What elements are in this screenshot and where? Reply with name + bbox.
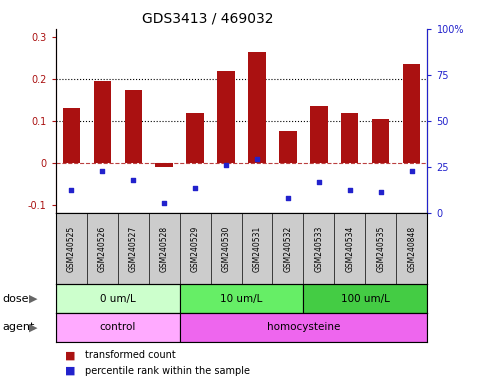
Text: GSM240528: GSM240528	[159, 225, 169, 272]
Text: GSM240527: GSM240527	[128, 225, 138, 272]
Bar	[303, 284, 427, 313]
Point	[129, 177, 137, 183]
Text: GSM240532: GSM240532	[284, 225, 293, 272]
Point	[315, 179, 323, 185]
Bar	[56, 284, 180, 313]
Bar	[372, 119, 389, 163]
Text: ■: ■	[65, 350, 76, 360]
Text: agent: agent	[2, 322, 35, 333]
Text: GSM240848: GSM240848	[408, 225, 416, 272]
Point	[222, 162, 230, 168]
Text: GSM240535: GSM240535	[376, 225, 385, 272]
Text: GSM240525: GSM240525	[67, 225, 75, 272]
Text: 0 um/L: 0 um/L	[99, 293, 135, 304]
Text: GSM240531: GSM240531	[253, 225, 261, 272]
Text: ▶: ▶	[28, 293, 37, 304]
Point	[377, 189, 385, 195]
Bar	[56, 313, 180, 342]
Bar	[341, 113, 358, 163]
Bar	[62, 108, 80, 163]
Text: GDS3413 / 469032: GDS3413 / 469032	[142, 12, 273, 25]
Text: ■: ■	[65, 366, 76, 376]
Point	[98, 168, 106, 174]
Bar	[280, 131, 297, 163]
Text: 100 um/L: 100 um/L	[341, 293, 390, 304]
Point	[67, 187, 75, 193]
Text: dose: dose	[2, 293, 29, 304]
Text: ▶: ▶	[28, 322, 37, 333]
Text: 10 um/L: 10 um/L	[220, 293, 263, 304]
Point	[284, 195, 292, 202]
Point	[191, 185, 199, 191]
Point	[160, 200, 168, 206]
Text: homocysteine: homocysteine	[267, 322, 340, 333]
Bar	[180, 284, 303, 313]
Text: control: control	[99, 322, 136, 333]
Bar	[180, 313, 427, 342]
Point	[253, 156, 261, 162]
Bar	[186, 113, 203, 163]
Bar	[403, 65, 421, 163]
Text: GSM240529: GSM240529	[190, 225, 199, 272]
Bar	[311, 106, 327, 163]
Bar	[94, 81, 111, 163]
Text: percentile rank within the sample: percentile rank within the sample	[85, 366, 250, 376]
Bar	[125, 89, 142, 163]
Point	[408, 168, 416, 174]
Bar	[156, 163, 172, 167]
Bar	[248, 52, 266, 163]
Text: GSM240526: GSM240526	[98, 225, 107, 272]
Text: GSM240533: GSM240533	[314, 225, 324, 272]
Point	[346, 187, 354, 193]
Text: GSM240534: GSM240534	[345, 225, 355, 272]
Text: GSM240530: GSM240530	[222, 225, 230, 272]
Text: transformed count: transformed count	[85, 350, 175, 360]
Bar	[217, 71, 235, 163]
